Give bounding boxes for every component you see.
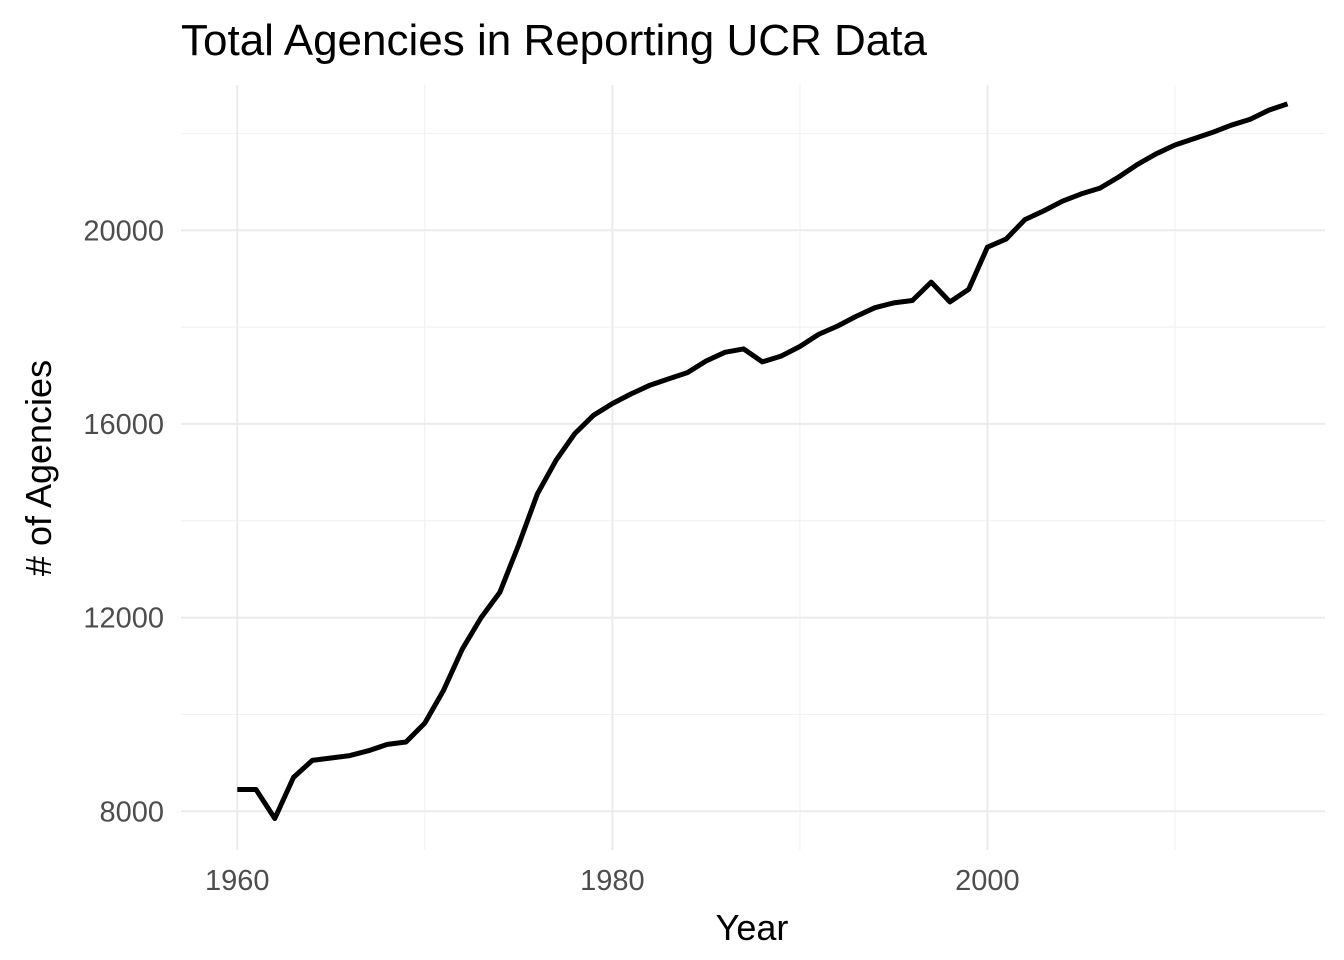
x-tick-label: 1960	[205, 865, 270, 897]
x-axis-tick-labels: 1960 1980 2000	[205, 865, 1020, 897]
y-tick-label: 20000	[83, 215, 164, 247]
y-tick-label: 16000	[83, 409, 164, 441]
series-layer	[237, 101, 1289, 821]
y-tick-label: 8000	[99, 796, 164, 828]
x-axis-title: Year	[716, 907, 789, 948]
minor-gridlines	[181, 85, 1325, 850]
y-tick-label: 12000	[83, 603, 164, 635]
y-axis-tick-labels: 8000 12000 16000 20000	[83, 215, 164, 828]
major-gridlines	[181, 85, 1325, 850]
series-line	[237, 101, 1289, 821]
x-tick-label: 1980	[580, 865, 645, 897]
chart-title: Total Agencies in Reporting UCR Data	[181, 16, 927, 65]
x-tick-label: 2000	[955, 865, 1020, 897]
y-axis-title: # of Agencies	[18, 360, 59, 576]
